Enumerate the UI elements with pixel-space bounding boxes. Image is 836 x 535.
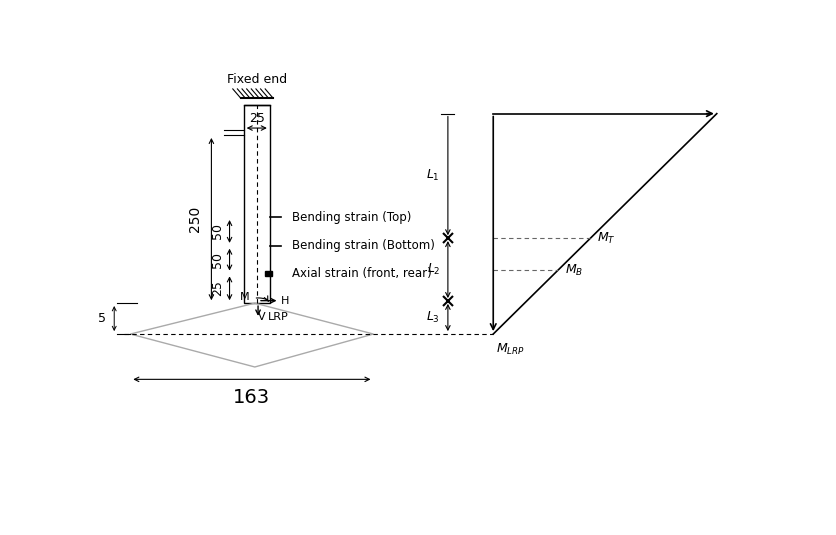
Text: $L_1$: $L_1$ (426, 169, 440, 184)
Text: V: V (258, 312, 266, 322)
Text: LRP: LRP (268, 312, 288, 322)
Text: M: M (240, 292, 250, 302)
Text: 5: 5 (99, 312, 106, 325)
Text: Axial strain (front, rear): Axial strain (front, rear) (293, 267, 432, 280)
Text: $M_{LRP}$: $M_{LRP}$ (497, 341, 526, 356)
Text: 25: 25 (212, 280, 224, 296)
Text: 250: 250 (188, 206, 202, 232)
Text: $L_3$: $L_3$ (426, 310, 440, 325)
Text: $M_B$: $M_B$ (564, 263, 583, 278)
Text: 25: 25 (249, 112, 265, 125)
Text: Bending strain (Bottom): Bending strain (Bottom) (293, 239, 436, 253)
Bar (264, 271, 273, 276)
Text: H: H (281, 296, 289, 305)
Text: $M_T$: $M_T$ (597, 231, 615, 246)
Text: Fixed end: Fixed end (227, 73, 287, 86)
Text: 163: 163 (233, 387, 271, 407)
Text: $L_2$: $L_2$ (426, 262, 440, 277)
Text: 50: 50 (212, 251, 224, 268)
Text: Bending strain (Top): Bending strain (Top) (293, 211, 412, 224)
Text: 50: 50 (212, 224, 224, 240)
